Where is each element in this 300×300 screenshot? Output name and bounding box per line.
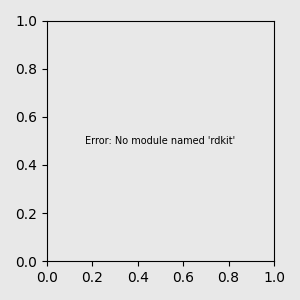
Text: Error: No module named 'rdkit': Error: No module named 'rdkit' (85, 136, 236, 146)
